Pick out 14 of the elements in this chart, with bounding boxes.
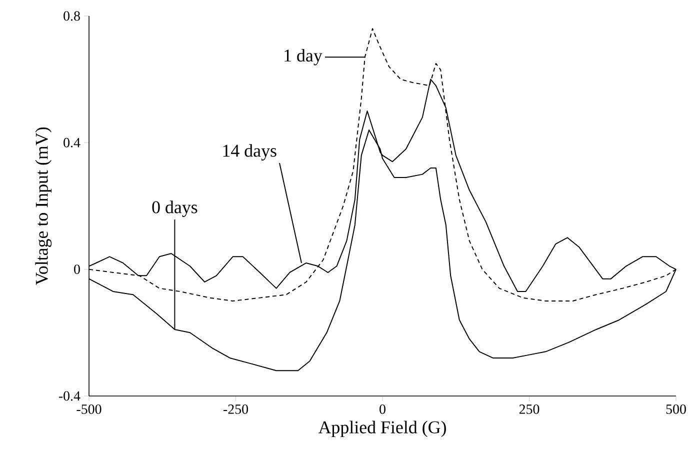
y-tick-label: 0.4 (64, 138, 80, 148)
annotation: 0 days (152, 200, 198, 217)
annotation: 14 days (223, 144, 276, 160)
x-axis-title: Applied Field (G) (318, 420, 446, 438)
y-axis-title: Voltage to Input (mV) (35, 127, 52, 286)
y-tick-label: 0 (74, 264, 80, 274)
y-tick-label: -0.4 (58, 391, 80, 401)
x-tick-label: 500 (666, 404, 686, 414)
annotation: 1 day (284, 48, 322, 66)
x-tick-label: -250 (223, 404, 248, 414)
x-tick-label: 250 (519, 404, 540, 414)
x-tick-label: -500 (76, 404, 102, 414)
y-tick-label: 0.8 (64, 11, 80, 21)
x-tick-label: 0 (380, 404, 386, 414)
